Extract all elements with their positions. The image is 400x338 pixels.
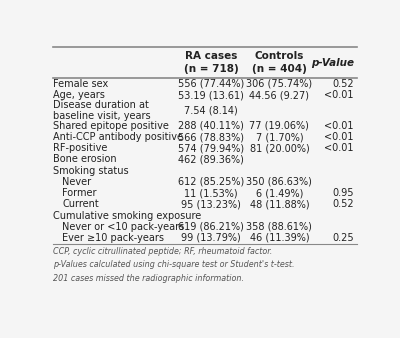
Text: 99 (13.79%): 99 (13.79%) — [181, 233, 241, 243]
Text: Ever ≥10 pack-years: Ever ≥10 pack-years — [62, 233, 164, 243]
Text: 53.19 (13.61): 53.19 (13.61) — [178, 90, 244, 100]
Text: 0.25: 0.25 — [332, 233, 354, 243]
Text: 556 (77.44%): 556 (77.44%) — [178, 79, 244, 89]
Text: 6 (1.49%): 6 (1.49%) — [256, 188, 303, 198]
Text: 7.54 (8.14): 7.54 (8.14) — [184, 105, 238, 116]
Text: Never: Never — [62, 177, 92, 187]
Text: 0.95: 0.95 — [332, 188, 354, 198]
Text: 81 (20.00%): 81 (20.00%) — [250, 143, 309, 153]
Text: RF-positive: RF-positive — [53, 143, 108, 153]
Text: <0.01: <0.01 — [324, 143, 354, 153]
Text: 619 (86.21%): 619 (86.21%) — [178, 222, 244, 232]
Text: 44.56 (9.27): 44.56 (9.27) — [250, 90, 310, 100]
Text: 95 (13.23%): 95 (13.23%) — [181, 199, 241, 209]
Text: Disease duration at
baseline visit, years: Disease duration at baseline visit, year… — [53, 100, 151, 121]
Text: 612 (85.25%): 612 (85.25%) — [178, 177, 244, 187]
Text: 0.52: 0.52 — [332, 79, 354, 89]
Text: <0.01: <0.01 — [324, 121, 354, 131]
Text: Shared epitope positive: Shared epitope positive — [53, 121, 169, 131]
Text: Anti-CCP antibody positive: Anti-CCP antibody positive — [53, 132, 183, 142]
Text: 48 (11.88%): 48 (11.88%) — [250, 199, 309, 209]
Text: 0.52: 0.52 — [332, 199, 354, 209]
Text: 350 (86.63%): 350 (86.63%) — [246, 177, 312, 187]
Text: 462 (89.36%): 462 (89.36%) — [178, 154, 244, 165]
Text: 46 (11.39%): 46 (11.39%) — [250, 233, 309, 243]
Text: Smoking status: Smoking status — [53, 166, 129, 176]
Text: 77 (19.06%): 77 (19.06%) — [250, 121, 309, 131]
Text: Controls
(n = 404): Controls (n = 404) — [252, 51, 307, 74]
Text: 11 (1.53%): 11 (1.53%) — [184, 188, 238, 198]
Text: 288 (40.11%): 288 (40.11%) — [178, 121, 244, 131]
Text: <0.01: <0.01 — [324, 90, 354, 100]
Text: p-Values calculated using chi-square test or Student's t-test.: p-Values calculated using chi-square tes… — [53, 260, 294, 269]
Text: <0.01: <0.01 — [324, 132, 354, 142]
Text: Age, years: Age, years — [53, 90, 105, 100]
Text: RA cases
(n = 718): RA cases (n = 718) — [184, 51, 238, 74]
Text: 566 (78.83%): 566 (78.83%) — [178, 132, 244, 142]
Text: Current: Current — [62, 199, 99, 209]
Text: CCP, cyclic citrullinated peptide; RF, rheumatoid factor.: CCP, cyclic citrullinated peptide; RF, r… — [53, 247, 272, 256]
Text: Former: Former — [62, 188, 97, 198]
Text: Bone erosion: Bone erosion — [53, 154, 117, 165]
Text: 358 (88.61%): 358 (88.61%) — [246, 222, 312, 232]
Text: Cumulative smoking exposure: Cumulative smoking exposure — [53, 211, 201, 220]
Text: 7 (1.70%): 7 (1.70%) — [256, 132, 303, 142]
Text: 201 cases missed the radiographic information.: 201 cases missed the radiographic inform… — [53, 274, 244, 283]
Text: p-Value: p-Value — [311, 58, 354, 68]
Text: Never or <10 pack-years: Never or <10 pack-years — [62, 222, 185, 232]
Text: 306 (75.74%): 306 (75.74%) — [246, 79, 312, 89]
Text: Female sex: Female sex — [53, 79, 108, 89]
Text: 574 (79.94%): 574 (79.94%) — [178, 143, 244, 153]
